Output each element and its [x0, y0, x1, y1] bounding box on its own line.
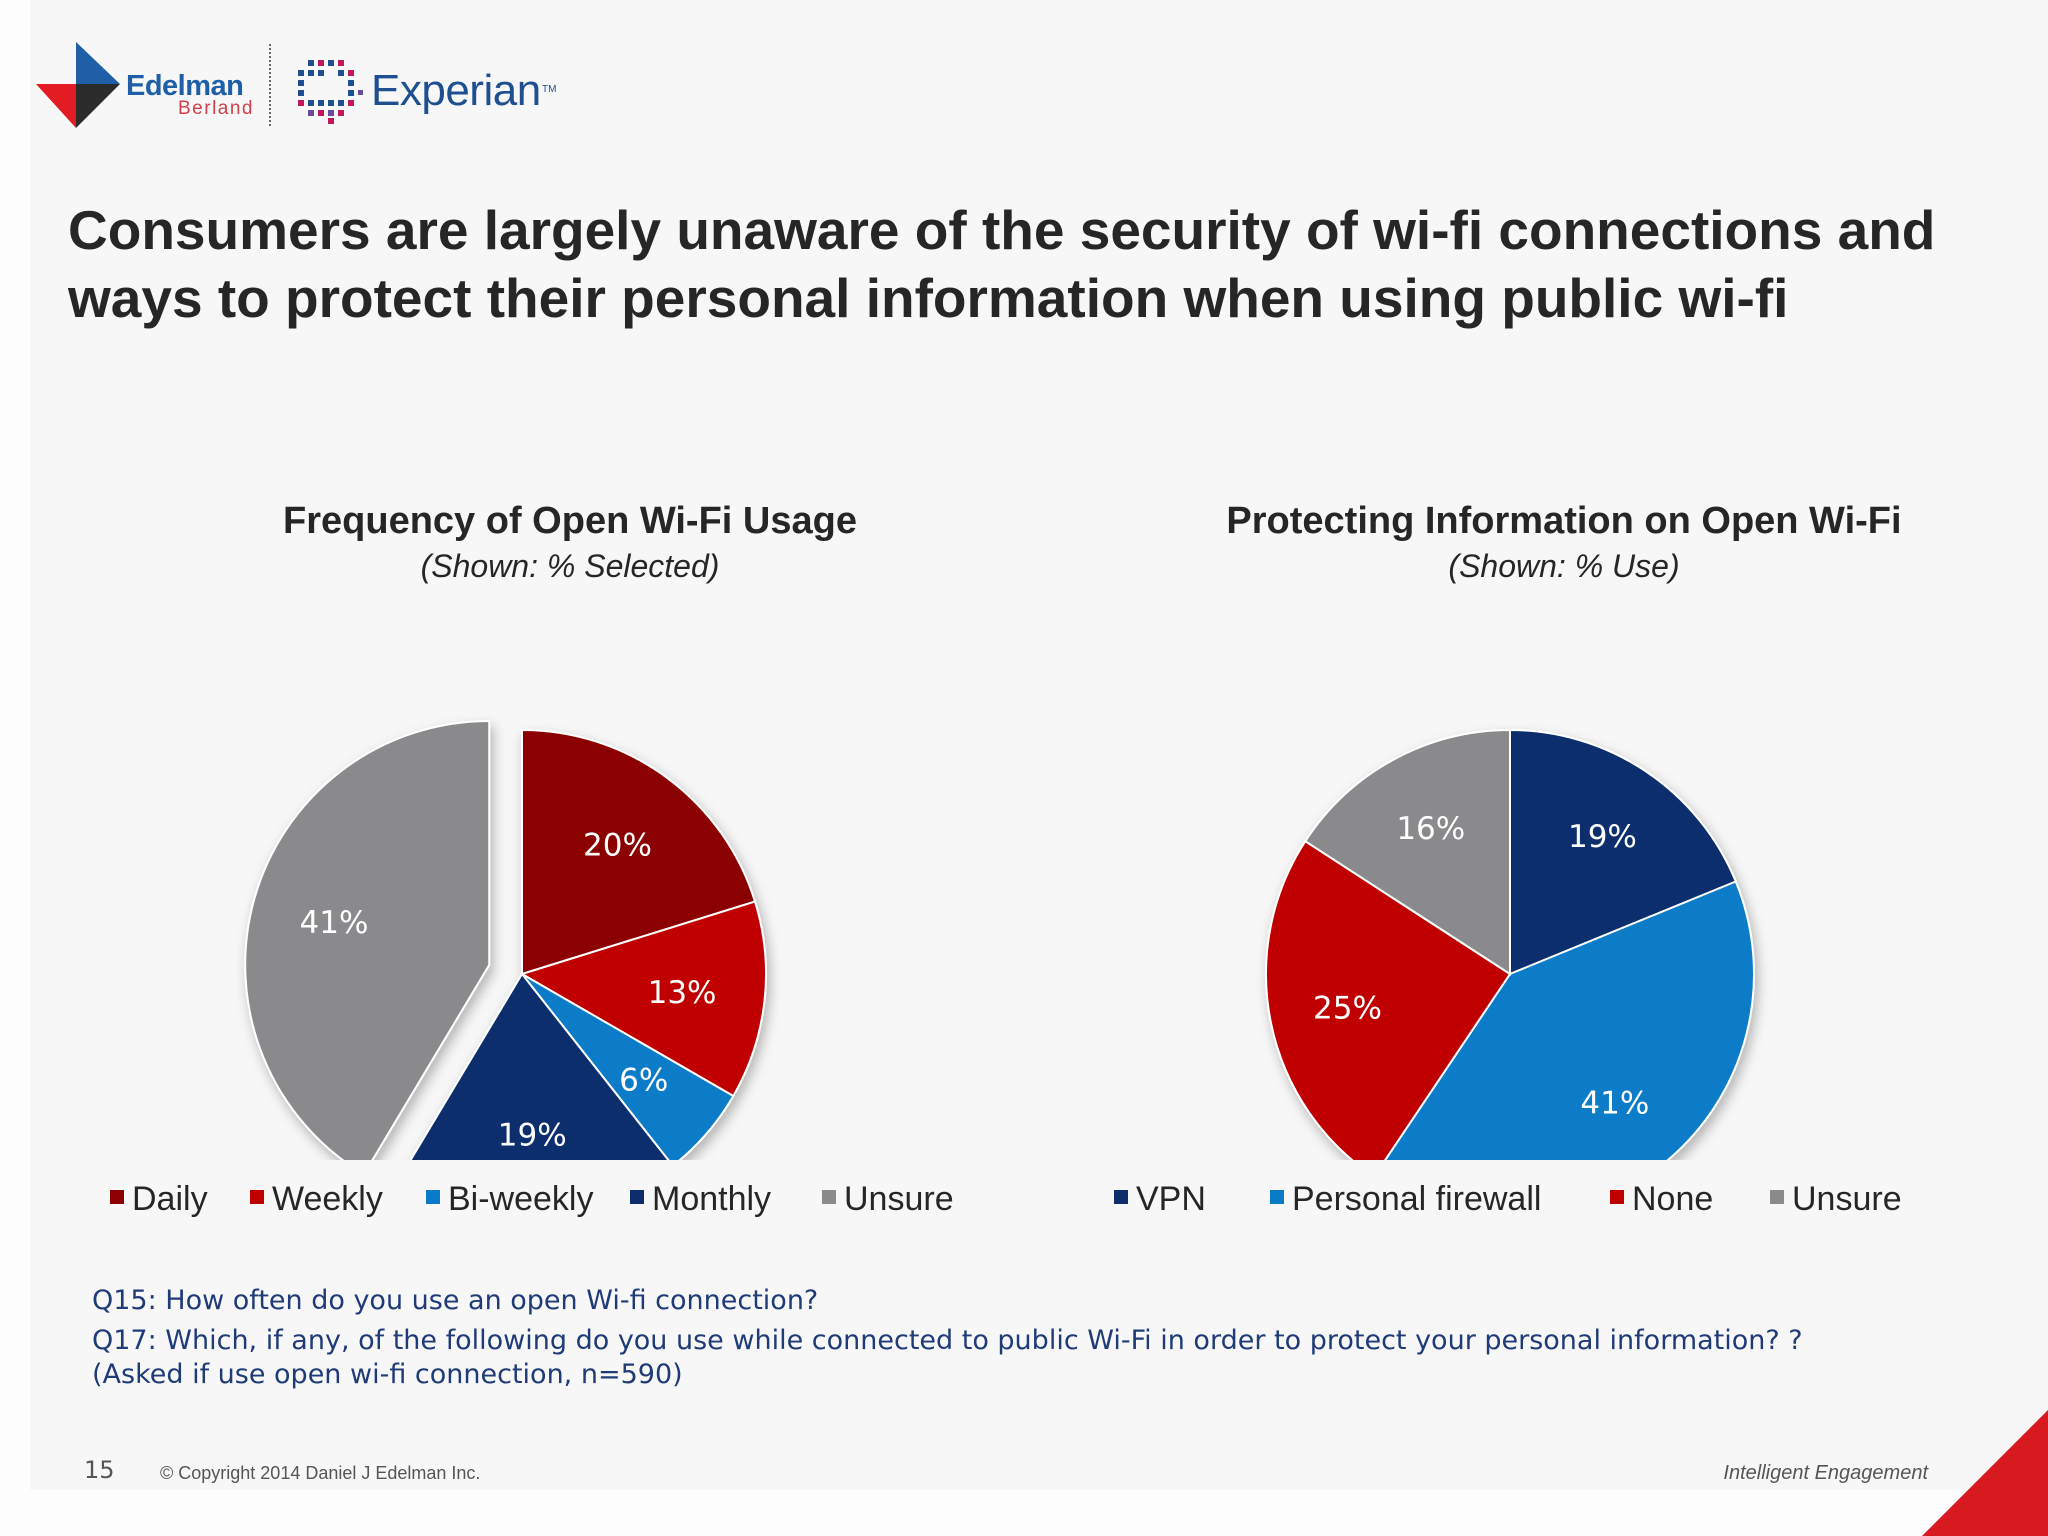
legend-swatch	[1270, 1190, 1284, 1204]
frequency-chart: Frequency of Open Wi-Fi Usage (Shown: % …	[110, 500, 1010, 1260]
pie-slice-none	[1265, 839, 1512, 1160]
legend-item-weekly: Weekly	[250, 1180, 383, 1219]
tagline: Intelligent Engagement	[1723, 1462, 1928, 1484]
chart-title: Protecting Information on Open Wi-Fi	[1226, 500, 1902, 542]
legend-item-bi-weekly: Bi-weekly	[426, 1180, 593, 1219]
pie-slice-unsure	[244, 719, 491, 1160]
legend-label: Personal firewall	[1292, 1180, 1542, 1218]
legend-label: Daily	[132, 1180, 208, 1218]
legend-label: VPN	[1136, 1180, 1206, 1218]
pie-slice-monthly	[409, 972, 670, 1160]
note-q15: Q15: How often do you use an open Wi-fi …	[92, 1285, 819, 1316]
data-label-bi-weekly: 6%	[619, 1062, 668, 1098]
chart-subtitle: (Shown: % Use)	[1448, 548, 1680, 584]
pie-slice-weekly	[519, 900, 767, 1098]
pie-slice-personal-firewall	[1383, 880, 1755, 1160]
slide-title: Consumers are largely unaware of the sec…	[68, 199, 1936, 329]
header-logos: Edelman Berland Experian TM	[36, 42, 556, 132]
data-label-unsure: 16%	[1396, 811, 1465, 847]
data-label-vpn: 19%	[1568, 819, 1637, 855]
legend-label: Unsure	[1792, 1180, 1902, 1218]
data-label-unsure: 41%	[300, 905, 369, 941]
legend-item-none: None	[1610, 1180, 1713, 1219]
experian-trademark: TM	[542, 84, 557, 95]
edelman-wordmark: Edelman	[126, 70, 244, 102]
note-q17: Q17: Which, if any, of the following do …	[92, 1325, 1803, 1356]
legend-item-unsure: Unsure	[822, 1180, 954, 1219]
page-number: 15	[84, 1456, 115, 1484]
legend-swatch	[1114, 1190, 1128, 1204]
survey-notes: Q15: How often do you use an open Wi-fi …	[92, 1284, 1892, 1392]
legend-swatch	[426, 1190, 440, 1204]
data-label-personal-firewall: 41%	[1580, 1086, 1649, 1122]
legend-label: Bi-weekly	[448, 1180, 594, 1218]
data-label-weekly: 13%	[648, 975, 717, 1011]
data-label-monthly: 19%	[498, 1118, 567, 1154]
legend-item-personal-firewall: Personal firewall	[1270, 1180, 1541, 1219]
chart-subtitle: (Shown: % Selected)	[420, 548, 720, 584]
legend-label: Weekly	[272, 1180, 383, 1218]
legend-swatch	[1610, 1190, 1624, 1204]
edelman-logo-icon	[36, 42, 120, 128]
slide-background	[30, 0, 2048, 1490]
legend-swatch	[250, 1190, 264, 1204]
legend-item-unsure: Unsure	[1770, 1180, 1902, 1219]
copyright: © Copyright 2014 Daniel J Edelman Inc.	[160, 1463, 481, 1483]
note-q17-base: (Asked if use open wi-fi connection, n=5…	[92, 1359, 683, 1390]
legend-label: Monthly	[652, 1180, 772, 1218]
legend-swatch	[110, 1190, 124, 1204]
frequency-pie: 20% 13% 6% 19% 41%	[244, 719, 767, 1160]
legend-swatch	[822, 1190, 836, 1204]
pie-slice-daily	[521, 728, 757, 976]
legend-swatch	[1770, 1190, 1784, 1204]
pie-slice-bi-weekly	[521, 973, 735, 1160]
pie-slice-vpn	[1509, 728, 1738, 976]
legend-label: Unsure	[844, 1180, 954, 1218]
berland-wordmark: Berland	[178, 98, 254, 119]
legend-swatch	[630, 1190, 644, 1204]
legend-label: None	[1632, 1180, 1714, 1218]
experian-wordmark: Experian	[371, 66, 541, 115]
legend-item-monthly: Monthly	[630, 1180, 771, 1219]
protection-chart: Protecting Information on Open Wi-Fi (Sh…	[1114, 500, 2014, 1260]
data-label-daily: 20%	[583, 827, 652, 863]
chart-title: Frequency of Open Wi-Fi Usage	[283, 500, 857, 542]
data-label-none: 25%	[1313, 990, 1382, 1026]
frequency-legend: Daily Weekly Bi-weekly Monthly Unsure	[110, 1180, 1110, 1224]
experian-logo-icon	[298, 60, 363, 124]
logo-divider	[269, 44, 271, 126]
corner-triangle-icon	[1922, 1410, 2048, 1536]
legend-item-vpn: VPN	[1114, 1180, 1206, 1219]
protection-pie: 19% 41% 25% 16%	[1265, 728, 1755, 1160]
pie-slice-unsure	[1303, 728, 1511, 976]
legend-item-daily: Daily	[110, 1180, 208, 1219]
protection-legend: VPN Personal firewall None Unsure	[1114, 1180, 2048, 1224]
